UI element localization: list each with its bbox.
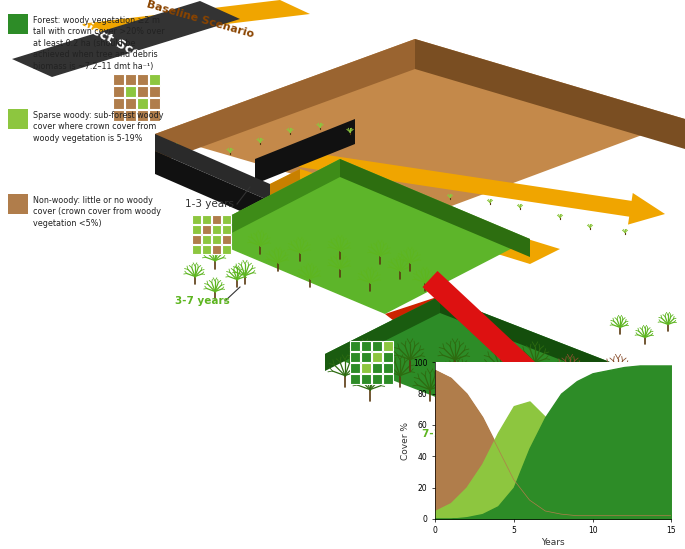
Polygon shape — [325, 296, 615, 422]
Bar — [372, 362, 382, 373]
Polygon shape — [340, 159, 530, 257]
Bar — [125, 109, 136, 121]
Bar — [202, 215, 212, 224]
Bar — [212, 244, 221, 254]
Bar — [383, 362, 393, 373]
Bar — [149, 86, 160, 97]
Polygon shape — [325, 296, 440, 371]
Bar — [125, 74, 136, 85]
Bar — [212, 215, 221, 224]
Bar — [113, 98, 125, 109]
Polygon shape — [195, 159, 340, 252]
Bar — [361, 362, 371, 373]
Polygon shape — [80, 0, 310, 38]
Bar — [192, 215, 201, 224]
Bar — [137, 98, 149, 109]
Bar — [137, 109, 149, 121]
Bar — [350, 362, 360, 373]
Bar — [202, 244, 212, 254]
Bar — [137, 86, 149, 97]
Bar — [222, 234, 232, 244]
Polygon shape — [12, 1, 240, 77]
Bar — [149, 109, 160, 121]
Bar — [202, 225, 212, 234]
Polygon shape — [155, 39, 415, 164]
Text: Non-woody: little or no woody
cover (crown cover from woody
vegetation <5%): Non-woody: little or no woody cover (cro… — [33, 196, 161, 228]
Bar — [149, 98, 160, 109]
Bar — [113, 109, 125, 121]
Bar — [361, 351, 371, 362]
Polygon shape — [415, 39, 685, 149]
Bar — [350, 351, 360, 362]
Polygon shape — [155, 134, 270, 201]
Bar — [222, 244, 232, 254]
Bar — [361, 340, 371, 351]
Text: Project Scenario: Project Scenario — [62, 9, 177, 79]
Bar — [202, 234, 212, 244]
Bar — [372, 351, 382, 362]
Bar — [222, 215, 232, 224]
Bar — [372, 340, 382, 351]
Text: Sparse woody: sub-forest woody
cover where crown cover from
woody vegetation is : Sparse woody: sub-forest woody cover whe… — [33, 111, 164, 143]
Polygon shape — [423, 271, 655, 489]
Bar — [361, 373, 371, 384]
Bar — [125, 98, 136, 109]
Text: Forest: woody vegetation ≥2 m
tall with crown cover >20% over
at least 0.2 ha (s: Forest: woody vegetation ≥2 m tall with … — [33, 16, 164, 71]
Bar — [149, 74, 160, 85]
Polygon shape — [155, 151, 270, 224]
Polygon shape — [255, 119, 355, 184]
Y-axis label: Cover %: Cover % — [401, 422, 410, 460]
Text: 3-7 years: 3-7 years — [175, 296, 229, 306]
Bar — [212, 225, 221, 234]
Text: 1-3 years: 1-3 years — [185, 199, 234, 209]
Bar — [8, 109, 28, 129]
Bar — [383, 340, 393, 351]
Bar — [350, 373, 360, 384]
Bar — [192, 244, 201, 254]
Bar — [192, 234, 201, 244]
Polygon shape — [270, 169, 560, 264]
Bar — [113, 74, 125, 85]
Text: Baseline Scenario: Baseline Scenario — [145, 0, 255, 39]
Bar — [212, 234, 221, 244]
Bar — [222, 225, 232, 234]
Polygon shape — [270, 169, 300, 201]
Polygon shape — [195, 159, 530, 314]
Polygon shape — [440, 296, 615, 381]
Text: 7-15+ years: 7-15+ years — [422, 429, 493, 439]
Bar — [8, 14, 28, 34]
Polygon shape — [299, 151, 665, 225]
Bar — [192, 225, 201, 234]
Bar — [350, 340, 360, 351]
Bar — [137, 74, 149, 85]
Bar — [125, 86, 136, 97]
Bar — [383, 351, 393, 362]
Bar — [113, 86, 125, 97]
Bar — [372, 373, 382, 384]
Polygon shape — [155, 39, 685, 214]
Bar — [8, 194, 28, 214]
Bar — [383, 373, 393, 384]
X-axis label: Years: Years — [541, 538, 565, 547]
Polygon shape — [385, 296, 530, 387]
